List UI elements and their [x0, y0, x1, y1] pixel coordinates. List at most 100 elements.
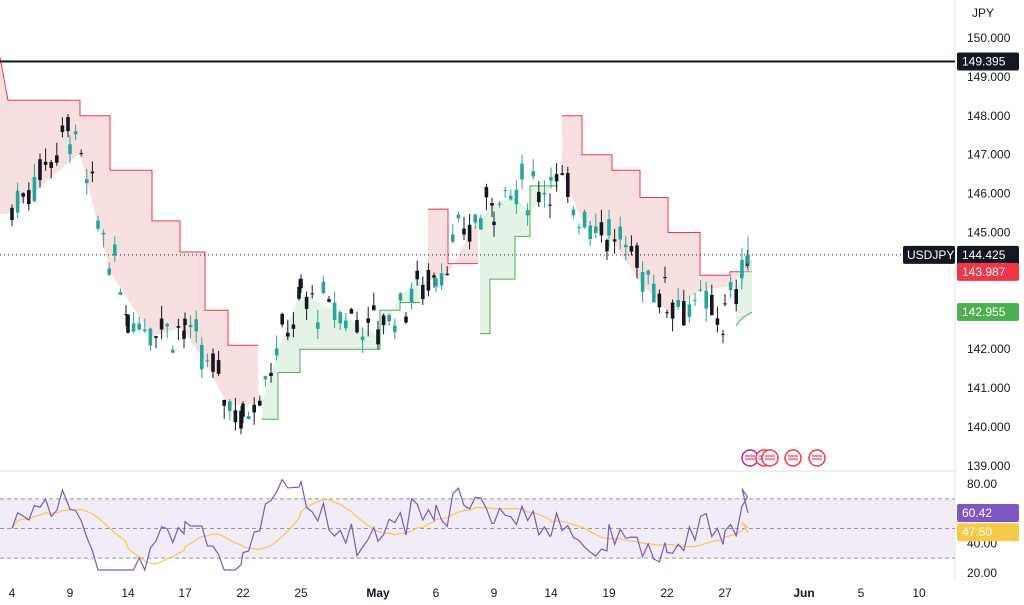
candle-body [607, 219, 611, 236]
candle-body [665, 312, 669, 314]
x-tick-label: 4 [9, 586, 16, 600]
candle-body [274, 348, 279, 356]
rsi-tick-label: 20.00 [967, 566, 997, 580]
symbol-tag-bg [903, 245, 955, 264]
y-tick-label: 149.000 [967, 70, 1011, 84]
candle-body [577, 227, 581, 229]
candle-body [404, 316, 408, 323]
candle-body [514, 189, 519, 205]
support-band-line [480, 185, 558, 335]
candle-body [652, 283, 656, 303]
candle-body [618, 226, 622, 240]
candle-body [349, 309, 354, 314]
candle-body [200, 344, 204, 370]
candle-body [393, 325, 397, 333]
candle-body [321, 281, 326, 294]
support-tag: 142.955 [962, 305, 1006, 319]
candle-body [682, 301, 686, 326]
rsi-ma-tag-bg [957, 523, 1019, 542]
candle-body [588, 225, 592, 239]
candle-body [560, 173, 564, 175]
candle-body [79, 153, 83, 155]
candle-body [143, 329, 147, 332]
candle-body [542, 192, 547, 195]
x-tick-label: 19 [602, 586, 616, 600]
candle-body [360, 336, 365, 341]
resistance-band-line [428, 208, 478, 265]
x-tick-label: 22 [236, 586, 250, 600]
candle-body [269, 372, 273, 377]
candle-body [246, 416, 251, 419]
candle-body [60, 125, 65, 132]
candle-body [421, 284, 425, 300]
candle-body [286, 332, 290, 337]
candle-body [171, 349, 175, 353]
candle-body [55, 155, 59, 163]
candle-body [629, 246, 634, 252]
y-tick-label: 141.000 [967, 381, 1011, 395]
y-tick-label: 148.000 [967, 109, 1011, 123]
candle-body [280, 313, 284, 325]
y-tick-label: 146.000 [967, 187, 1011, 201]
candle-body [467, 224, 472, 242]
rsi-ma-tag: 47.50 [962, 525, 992, 539]
candle-body [101, 232, 106, 235]
candle-body [252, 404, 256, 413]
resistance-tag: 143.987 [962, 265, 1006, 279]
y-tick-label: 139.000 [967, 459, 1011, 473]
candle-body [176, 326, 181, 328]
candle-body [698, 289, 703, 291]
candle-body [113, 244, 117, 256]
candle-body [723, 303, 727, 305]
candle-body [473, 214, 477, 223]
candle-body [366, 318, 370, 323]
candle-body [241, 403, 245, 417]
candle-body [740, 259, 744, 276]
resistance-band-fill [0, 57, 258, 407]
candle-body [183, 318, 187, 325]
support-band-line [735, 311, 753, 327]
candle-body [32, 176, 37, 202]
candle-body [594, 226, 598, 233]
candle-body [566, 173, 570, 198]
candle-body [344, 320, 348, 329]
candle-body [332, 302, 337, 320]
candle-body [554, 174, 559, 182]
candle-body [126, 314, 130, 333]
candle-body [96, 220, 100, 229]
candle-body [582, 211, 587, 228]
candle-body [131, 323, 136, 332]
candle-body [327, 299, 331, 302]
candle-body [509, 195, 513, 200]
candle-body [372, 305, 376, 311]
candle-body [439, 273, 444, 286]
candle-body [571, 209, 576, 216]
x-tick-label: 6 [433, 586, 440, 600]
candle-body [355, 320, 359, 333]
x-tick-label: May [366, 586, 390, 600]
candle-body [451, 234, 455, 242]
candle-body [492, 221, 496, 225]
candle-body [154, 336, 158, 338]
y-tick-label: 147.000 [967, 148, 1011, 162]
candle-body [520, 163, 524, 180]
candle-body [233, 410, 238, 423]
support-band-fill [736, 259, 752, 326]
candle-body [124, 314, 128, 316]
candle-body [462, 228, 466, 235]
x-tick-label: 5 [858, 586, 865, 600]
x-tick-label: 14 [544, 586, 558, 600]
candle-body [548, 204, 552, 206]
candle-body [503, 189, 507, 191]
y-tick-label: 145.000 [967, 226, 1011, 240]
candle-body [497, 203, 502, 205]
candle-body [381, 315, 386, 326]
candle-body [663, 277, 667, 279]
x-tick-label: 17 [178, 586, 192, 600]
candle-body [211, 353, 215, 372]
candle-body [456, 214, 461, 219]
candle-body [670, 302, 675, 319]
candle-body [205, 360, 210, 362]
